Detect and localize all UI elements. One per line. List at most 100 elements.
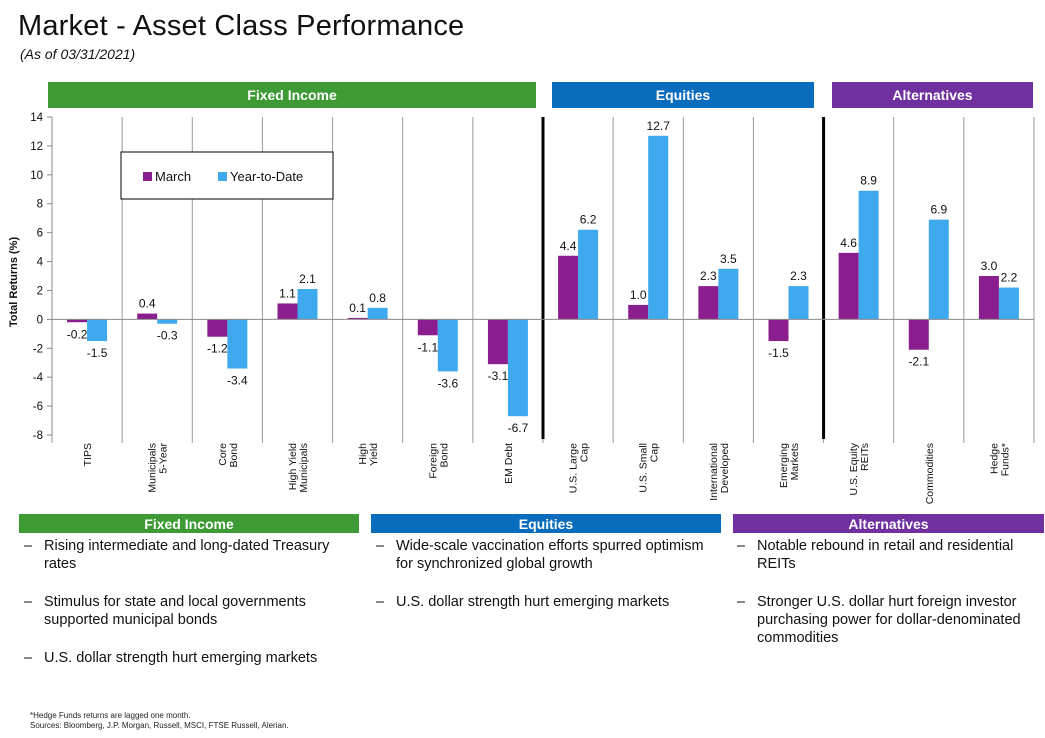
y-tick-label: 2 — [37, 285, 43, 297]
data-label: 8.9 — [860, 174, 877, 188]
x-tick-label: EM Debt — [503, 443, 515, 484]
data-label: -3.4 — [227, 374, 248, 388]
x-tick-label-line: REITs — [859, 443, 871, 471]
bar-march — [417, 319, 438, 336]
x-tick-label-line: U.S. Large — [568, 443, 580, 493]
legend-label-march: March — [155, 169, 191, 184]
x-tick-label-line: High Yield — [287, 443, 299, 490]
bar-ytd — [858, 190, 879, 320]
data-label: -0.3 — [157, 329, 178, 343]
x-tick-label-line: U.S. Equity — [848, 442, 860, 495]
y-tick-label: 10 — [30, 170, 43, 182]
data-label: 4.6 — [840, 236, 857, 250]
data-label: 2.1 — [299, 272, 316, 286]
bar-march — [628, 304, 649, 320]
bar-march — [698, 286, 719, 320]
x-tick-label: Municipals 5-Year — [147, 443, 170, 493]
bar-ytd — [578, 229, 599, 320]
x-tick-label: High Yield — [357, 443, 380, 466]
bar-ytd — [928, 219, 949, 320]
legend-swatch-ytd — [218, 172, 227, 181]
y-tick-label: 6 — [37, 228, 43, 240]
data-label: 1.0 — [630, 288, 647, 302]
chart-header-fixed-income: Fixed Income — [48, 82, 536, 108]
data-label: 1.1 — [279, 286, 296, 300]
page-title: Market - Asset Class Performance — [18, 10, 465, 42]
bar-march — [558, 255, 579, 320]
y-tick-label: -4 — [33, 372, 44, 384]
bar-march — [347, 317, 368, 320]
x-tick-label-line: Developed — [719, 443, 731, 493]
x-tick-label-line: Municipals — [298, 443, 310, 493]
x-tick-label-line: Cap — [579, 443, 591, 462]
notes-alternatives: Notable rebound in retail and residentia… — [733, 537, 1033, 667]
notes-fixed-income: Rising intermediate and long-dated Treas… — [20, 537, 360, 687]
bar-march — [908, 319, 929, 350]
x-tick-label-line: TIPS — [82, 443, 94, 466]
note-item: U.S. dollar strength hurt emerging marke… — [20, 649, 360, 667]
data-label: 0.8 — [369, 291, 386, 305]
x-tick-label: Commodities — [924, 443, 936, 504]
bar-ytd — [437, 319, 458, 372]
x-tick-label-line: High — [357, 443, 369, 465]
x-tick-label: U.S. Small Cap — [638, 443, 661, 493]
data-label: -6.7 — [508, 421, 529, 435]
data-label: 2.3 — [700, 269, 717, 283]
bar-march — [67, 319, 88, 323]
x-tick-label-line: Core — [217, 443, 229, 466]
bar-march — [768, 319, 789, 342]
section-header-equities: Equities — [371, 514, 721, 533]
y-tick-label: -8 — [33, 430, 43, 442]
x-tick-label-line: International — [708, 443, 720, 501]
x-tick-label: U.S. Equity REITs — [848, 442, 871, 495]
y-tick-label: -6 — [33, 401, 43, 413]
x-tick-label-line: Foreign — [427, 443, 439, 479]
data-label: 0.4 — [139, 297, 156, 311]
footnote-sources: Sources: Bloomberg, J.P. Morgan, Russell… — [30, 721, 289, 730]
bar-march — [207, 319, 228, 337]
note-item: Wide-scale vaccination efforts spurred o… — [372, 537, 712, 573]
data-label: 6.9 — [930, 203, 947, 217]
bar-ytd — [718, 268, 739, 320]
note-item: Notable rebound in retail and residentia… — [733, 537, 1033, 573]
bar-march — [277, 303, 298, 320]
note-item: U.S. dollar strength hurt emerging marke… — [372, 593, 712, 611]
bar-march — [838, 252, 859, 320]
bar-ytd — [367, 307, 388, 320]
bar-march — [137, 313, 158, 320]
data-label: 2.3 — [790, 269, 807, 283]
x-tick-label-line: Cap — [649, 443, 661, 462]
x-tick-label-line: Emerging — [778, 443, 790, 488]
bar-ytd — [157, 319, 178, 324]
data-label: -0.2 — [67, 327, 88, 341]
x-tick-label-line: Commodities — [924, 443, 936, 504]
asset-class-bar-chart: -8 -6 -4 -2 0 2 4 6 8 10 12 14 Total Returns (%) -0.2… — [8, 112, 1035, 504]
footnotes: *Hedge Funds returns are lagged one mont… — [30, 711, 289, 731]
footnote-hedge-funds: *Hedge Funds returns are lagged one mont… — [30, 711, 191, 720]
x-tick-label-line: Bond — [228, 443, 240, 468]
data-label: 12.7 — [647, 119, 671, 133]
data-label: -1.1 — [417, 340, 438, 354]
y-tick-label: -2 — [33, 343, 43, 355]
data-label: -3.6 — [437, 376, 458, 390]
x-tick-label-line: 5-Year — [158, 443, 170, 474]
page-subtitle: (As of 03/31/2021) — [20, 46, 136, 62]
x-tick-label-line: Yield — [368, 443, 380, 466]
notes-equities: Wide-scale vaccination efforts spurred o… — [372, 537, 712, 631]
data-label: -1.5 — [768, 346, 789, 360]
x-tick-label-line: U.S. Small — [638, 443, 650, 493]
data-label: -1.5 — [87, 346, 108, 360]
data-label: 3.0 — [981, 259, 998, 273]
x-tick-label: Foreign Bond — [427, 443, 450, 479]
bar-ytd — [648, 135, 669, 320]
x-tick-label-line: Bond — [438, 443, 450, 468]
x-tick-label-line: Markets — [789, 443, 801, 480]
x-tick-label-line: Hedge — [988, 443, 1000, 474]
bar-march — [487, 319, 508, 365]
y-tick-label: 12 — [30, 141, 43, 153]
data-label: 3.5 — [720, 252, 737, 266]
x-tick-label: High Yield Municipals — [287, 443, 310, 493]
y-tick-label: 14 — [30, 112, 43, 124]
legend-swatch-march — [143, 172, 152, 181]
section-header-alternatives: Alternatives — [733, 514, 1044, 533]
